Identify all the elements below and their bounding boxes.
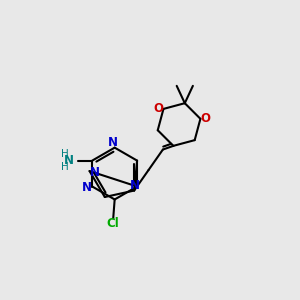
Text: H: H xyxy=(61,149,69,159)
Text: N: N xyxy=(82,182,92,194)
Text: O: O xyxy=(200,112,210,125)
Text: O: O xyxy=(154,102,164,116)
Text: N: N xyxy=(90,166,100,179)
Text: N: N xyxy=(130,179,140,192)
Text: H: H xyxy=(61,162,69,172)
Text: N: N xyxy=(108,136,118,149)
Text: N: N xyxy=(64,154,74,167)
Text: Cl: Cl xyxy=(107,217,120,230)
